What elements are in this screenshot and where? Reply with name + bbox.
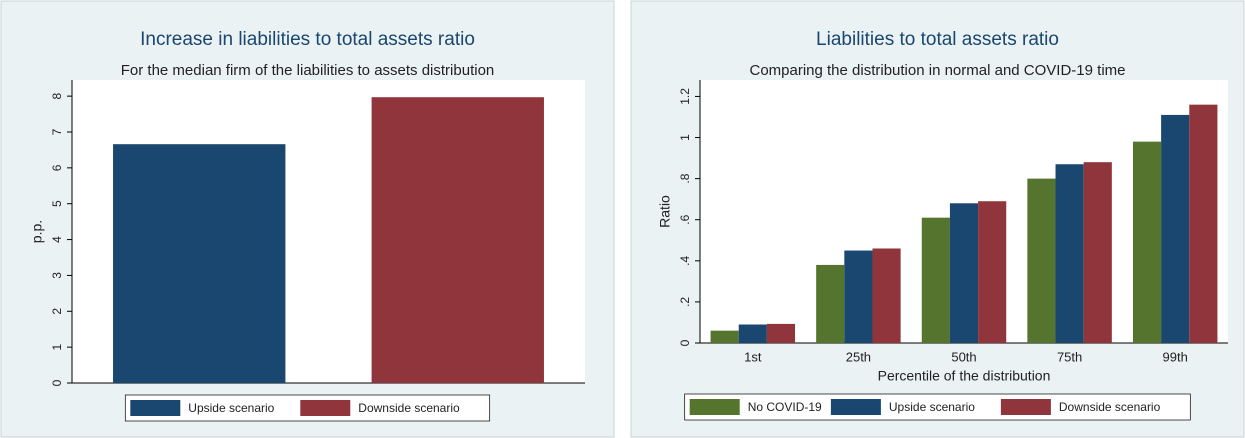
x-tick-label: 99th <box>1163 349 1188 364</box>
legend-swatch <box>1000 399 1051 415</box>
y-tick-label: 2 <box>50 308 64 315</box>
bar <box>1027 178 1056 343</box>
x-tick-label: 1st <box>744 349 762 364</box>
bar <box>1161 114 1190 343</box>
legend-swatch <box>689 399 740 415</box>
bar <box>1055 164 1084 343</box>
y-tick-label: 0 <box>50 379 64 386</box>
legend-label: Upside scenario <box>889 400 975 414</box>
legend-label: Downside scenario <box>1059 400 1161 414</box>
chart-title: Liabilities to total assets ratio <box>816 29 1059 50</box>
bar <box>766 323 796 343</box>
y-tick-label: 6 <box>50 164 64 171</box>
legend: No COVID-19 Upside scenario Downside scena… <box>684 393 1191 421</box>
chart-subtitle: Comparing the distribution in normal and… <box>749 62 1125 79</box>
bar <box>844 250 873 343</box>
legend-swatch <box>300 400 351 416</box>
bar <box>1132 141 1162 343</box>
bar <box>978 201 1007 343</box>
y-tick-label: .8 <box>678 173 692 183</box>
bar <box>921 217 950 343</box>
legend-label: Downside scenario <box>358 401 460 415</box>
y-tick-label: 7 <box>50 128 64 135</box>
y-tick-label: .2 <box>678 297 692 307</box>
bar <box>710 330 739 343</box>
y-tick-label: 1 <box>50 343 64 350</box>
x-tick-label: 75th <box>1057 349 1082 364</box>
legend-label: Upside scenario <box>188 401 274 415</box>
y-axis-label: p.p. <box>29 220 45 243</box>
bar <box>1189 104 1218 343</box>
legend-swatch <box>130 400 181 416</box>
y-tick-label: .4 <box>678 255 692 265</box>
y-tick-label: 3 <box>50 272 64 279</box>
bar <box>738 324 767 343</box>
x-tick-label: 25th <box>846 349 871 364</box>
legend-label: No COVID-19 <box>748 400 822 414</box>
y-tick-label: 1.2 <box>678 88 692 105</box>
chart-title: Increase in liabilities to total assets … <box>140 29 475 50</box>
bar <box>1083 162 1112 343</box>
x-tick-label: 50th <box>951 349 976 364</box>
legend-swatch <box>830 399 881 415</box>
y-axis-label: Ratio <box>657 195 673 228</box>
y-tick-label: 4 <box>50 236 64 243</box>
y-tick-label: .6 <box>678 214 692 224</box>
bar <box>113 144 286 383</box>
bar <box>371 97 544 383</box>
y-tick-label: 8 <box>50 92 64 99</box>
y-tick-label: 1 <box>678 134 692 141</box>
y-tick-label: 0 <box>678 339 692 346</box>
y-tick-label: 5 <box>50 200 64 207</box>
bar <box>949 203 979 343</box>
bar <box>872 248 901 343</box>
legend: Upside scenario Downside scenario <box>124 394 491 422</box>
chart-subtitle: For the median firm of the liabilities t… <box>121 62 495 79</box>
legend-box <box>684 393 1191 421</box>
bar <box>816 264 845 343</box>
x-axis-label: Percentile of the distribution <box>878 368 1051 384</box>
